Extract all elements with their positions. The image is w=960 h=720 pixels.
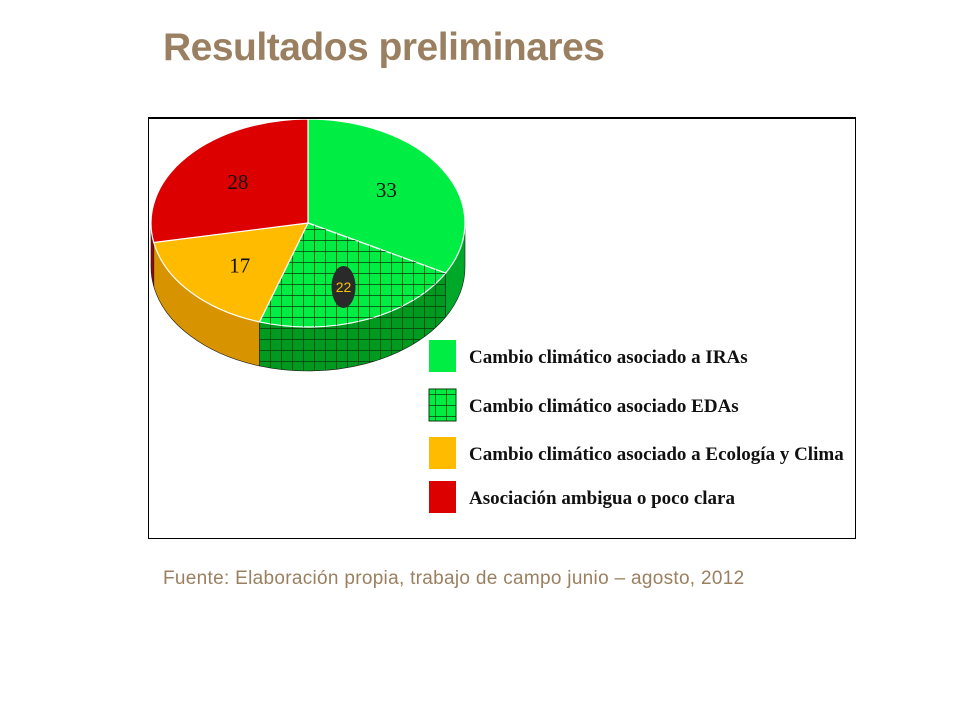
slice-1-top (307, 119, 466, 274)
slice-3-top (153, 222, 310, 323)
source-note: Fuente: Elaboración propia, trabajo de c… (163, 568, 745, 589)
pie-chart: 33 22 17 28 Cambio climático asociado a IRA… (150, 119, 844, 513)
pie-sides (150, 222, 466, 372)
chart-frame: 33 22 17 28 Cambio climático asociado a IRA… (148, 117, 856, 539)
legend-item-1: Cambio climático asociado a IRAs (429, 340, 748, 372)
slice-3-value-label: 17 (229, 254, 250, 278)
slide-title: Resultados preliminares (163, 26, 605, 69)
legend: Cambio climático asociado a IRAs Cambio c… (428, 340, 844, 513)
legend-swatch-pattern (428, 388, 457, 422)
slice-2-value-label: 22 (336, 279, 352, 295)
legend-swatch (429, 340, 456, 372)
legend-item-2: Cambio climático asociado EDAs (428, 388, 739, 422)
slice-4-value-label: 28 (227, 170, 248, 194)
legend-swatch (429, 481, 456, 513)
legend-label: Cambio climático asociado EDAs (469, 396, 739, 417)
value-badge-shape (331, 265, 356, 308)
pie-labels: 33 22 17 28 (227, 170, 397, 308)
slice-4-top (150, 119, 309, 244)
legend-item-4: Asociación ambigua o poco clara (429, 481, 735, 513)
slice-2-side-pattern (259, 273, 446, 371)
legend-item-3: Cambio climático asociado a Ecología y C… (429, 437, 844, 469)
slice-2-value-badge: 22 (331, 265, 356, 308)
legend-label: Cambio climático asociado a Ecología y C… (469, 444, 844, 465)
pie-tops (150, 119, 466, 328)
legend-swatch (429, 437, 456, 469)
legend-label: Asociación ambigua o poco clara (469, 488, 735, 509)
legend-label: Cambio climático asociado a IRAs (469, 347, 748, 368)
slice-1-value-label: 33 (376, 178, 397, 202)
